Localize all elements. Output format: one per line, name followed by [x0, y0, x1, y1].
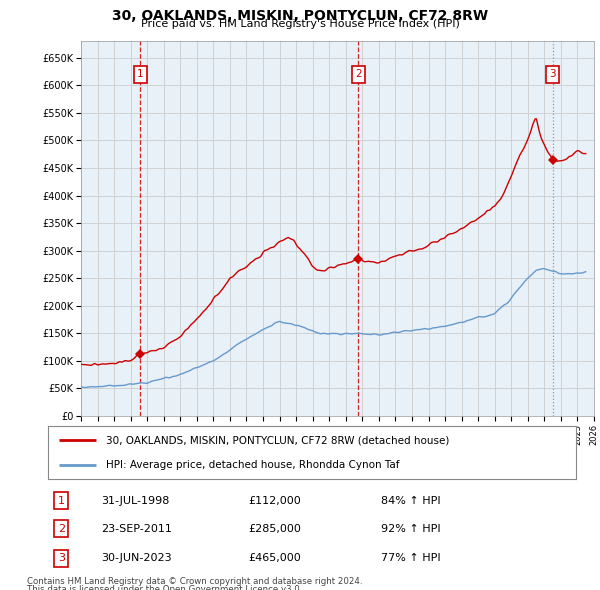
Text: £465,000: £465,000 — [248, 553, 301, 563]
Text: HPI: Average price, detached house, Rhondda Cynon Taf: HPI: Average price, detached house, Rhon… — [106, 460, 400, 470]
Text: 3: 3 — [58, 553, 65, 563]
Text: 30-JUN-2023: 30-JUN-2023 — [101, 553, 172, 563]
Text: 92% ↑ HPI: 92% ↑ HPI — [380, 524, 440, 533]
Text: Price paid vs. HM Land Registry's House Price Index (HPI): Price paid vs. HM Land Registry's House … — [140, 19, 460, 30]
Text: 31-JUL-1998: 31-JUL-1998 — [101, 496, 169, 506]
Text: £285,000: £285,000 — [248, 524, 302, 533]
Text: 2: 2 — [58, 524, 65, 533]
Text: 77% ↑ HPI: 77% ↑ HPI — [380, 553, 440, 563]
Text: 30, OAKLANDS, MISKIN, PONTYCLUN, CF72 8RW (detached house): 30, OAKLANDS, MISKIN, PONTYCLUN, CF72 8R… — [106, 435, 449, 445]
Text: 30, OAKLANDS, MISKIN, PONTYCLUN, CF72 8RW: 30, OAKLANDS, MISKIN, PONTYCLUN, CF72 8R… — [112, 9, 488, 23]
Text: 2: 2 — [355, 70, 361, 80]
Text: £112,000: £112,000 — [248, 496, 301, 506]
Text: This data is licensed under the Open Government Licence v3.0.: This data is licensed under the Open Gov… — [27, 585, 302, 590]
Text: 1: 1 — [137, 70, 143, 80]
Text: Contains HM Land Registry data © Crown copyright and database right 2024.: Contains HM Land Registry data © Crown c… — [27, 577, 362, 586]
Text: 23-SEP-2011: 23-SEP-2011 — [101, 524, 172, 533]
Text: 84% ↑ HPI: 84% ↑ HPI — [380, 496, 440, 506]
Text: 1: 1 — [58, 496, 65, 506]
Text: 3: 3 — [550, 70, 556, 80]
